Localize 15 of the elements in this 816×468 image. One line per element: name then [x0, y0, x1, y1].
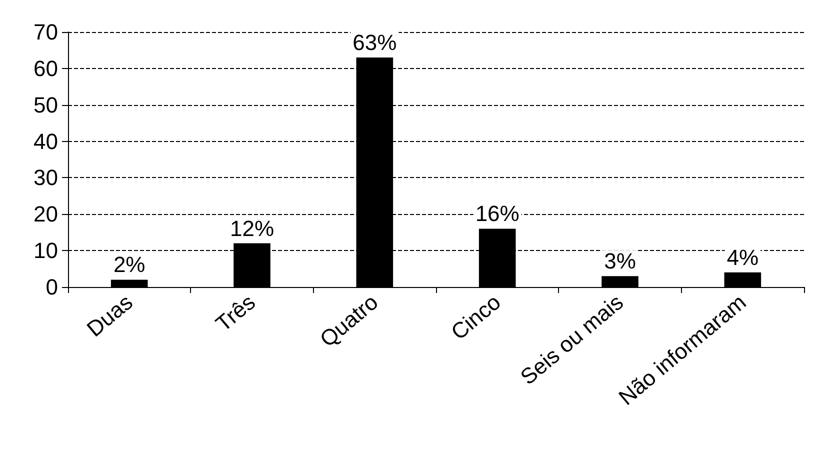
- y-tick-label: 20: [34, 202, 58, 227]
- data-label: 4%: [726, 244, 759, 270]
- data-label: 3%: [604, 248, 636, 274]
- y-tick-label: 10: [34, 238, 58, 264]
- data-label: 2%: [113, 252, 146, 278]
- data-label: 16%: [475, 201, 520, 226]
- data-label: 12%: [230, 216, 274, 241]
- y-tick-label: 30: [34, 165, 58, 190]
- y-tick-label: 0: [46, 274, 58, 300]
- data-label: 63%: [352, 30, 397, 55]
- x-tick-label: Três: [210, 289, 260, 336]
- y-tick-label: 60: [34, 56, 58, 81]
- y-tick-label: 50: [34, 92, 58, 118]
- y-tick-label: 40: [34, 128, 58, 154]
- y-tick-label: 70: [34, 20, 58, 44]
